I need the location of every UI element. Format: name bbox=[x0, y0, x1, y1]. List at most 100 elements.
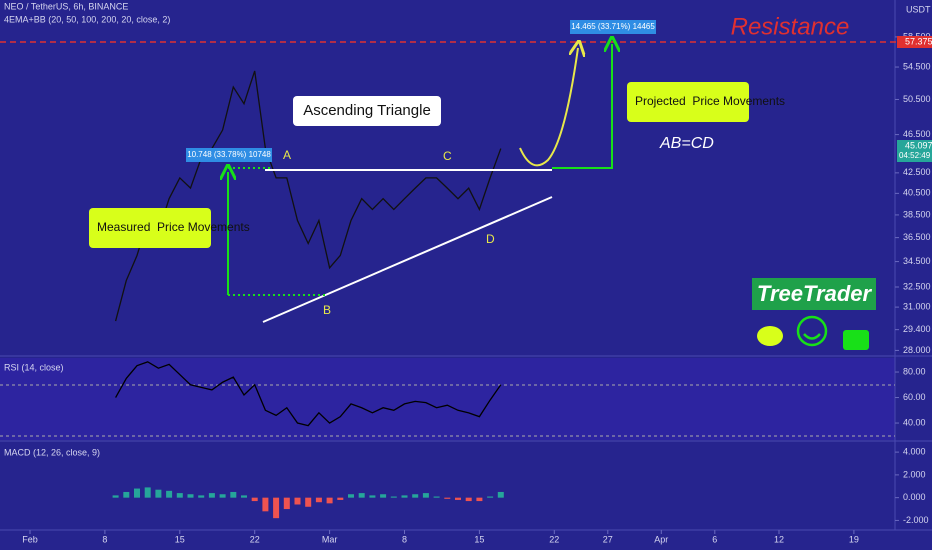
x-tick-label: 22 bbox=[250, 534, 260, 544]
histogram-bar bbox=[348, 494, 354, 498]
price-tag bbox=[897, 36, 932, 48]
histogram-bar bbox=[358, 493, 365, 498]
histogram-bar bbox=[144, 487, 151, 498]
plot: 58.50054.50050.50046.50042.50040.50038.5… bbox=[4, 31, 931, 544]
histogram-bar bbox=[369, 495, 376, 498]
thumb-icon bbox=[843, 330, 869, 350]
x-tick-label: 15 bbox=[175, 534, 185, 544]
histogram-bar bbox=[241, 495, 247, 498]
smile-icon bbox=[796, 315, 828, 347]
symbol: NEO / TetherUS, 6h, BINANCE bbox=[4, 1, 128, 11]
y-tick-label: 28.000 bbox=[903, 345, 931, 355]
pane-title: RSI (14, close) bbox=[4, 362, 64, 372]
y-tick-label: 50.500 bbox=[903, 94, 931, 104]
histogram-bar bbox=[401, 495, 408, 498]
pane-title: MACD (12, 26, close, 9) bbox=[4, 447, 100, 457]
histogram-bar bbox=[390, 496, 397, 498]
y-tick-label: 54.500 bbox=[903, 61, 931, 71]
y-tick-label: 34.500 bbox=[903, 256, 931, 266]
last-price: 45.097 bbox=[905, 140, 932, 150]
x-tick-label: 19 bbox=[849, 534, 859, 544]
histogram-bar bbox=[230, 491, 237, 498]
triangle-callout bbox=[293, 96, 441, 126]
rsi-pane bbox=[0, 358, 895, 440]
histogram-bar bbox=[112, 495, 119, 498]
x-tick-label: 8 bbox=[402, 534, 407, 544]
histogram-bar bbox=[315, 497, 322, 503]
x-tick-label: 15 bbox=[474, 534, 484, 544]
histogram-bar bbox=[176, 493, 183, 498]
brand: TreeTrader bbox=[757, 281, 873, 306]
measured-callout bbox=[89, 208, 211, 248]
y-tick-label: 29.400 bbox=[903, 324, 931, 334]
histogram-bar bbox=[155, 489, 162, 498]
triangle-label: Ascending Triangle bbox=[303, 102, 431, 119]
projected-label: Projected Price Movements bbox=[635, 94, 785, 108]
projected-arrow bbox=[552, 44, 612, 169]
histogram-bar bbox=[422, 493, 429, 498]
point-label: C bbox=[443, 149, 452, 163]
y-tick-label: 40.00 bbox=[903, 417, 926, 427]
y-tick-label: 42.500 bbox=[903, 167, 931, 177]
histogram-bar bbox=[497, 491, 504, 498]
point-label: D bbox=[486, 232, 495, 246]
histogram-bar bbox=[262, 497, 269, 512]
histogram-bar bbox=[487, 496, 494, 498]
histogram-bar bbox=[134, 488, 140, 498]
histogram-bar bbox=[476, 497, 483, 502]
resistance-label: Resistance bbox=[731, 13, 850, 40]
y-tick-label: 46.500 bbox=[903, 129, 931, 139]
histogram-bar bbox=[208, 493, 215, 498]
histogram-bar bbox=[465, 497, 472, 502]
price-line bbox=[115, 361, 502, 427]
y-tick-label: 36.500 bbox=[903, 232, 931, 242]
resistance-price: 57.375 bbox=[905, 36, 932, 46]
histogram-bar bbox=[273, 497, 280, 519]
price-tag bbox=[897, 140, 932, 162]
y-tick-label: 0.000 bbox=[903, 492, 926, 502]
triangle-support bbox=[262, 196, 553, 323]
x-tick-label: 27 bbox=[603, 534, 613, 544]
histogram-bar bbox=[326, 497, 333, 504]
y-tick-label: 31.000 bbox=[903, 301, 931, 311]
y-tick-label: 2.000 bbox=[903, 469, 926, 479]
y-tick-label: 4.000 bbox=[903, 446, 926, 456]
histogram-bar bbox=[455, 497, 461, 500]
currency: USDT bbox=[906, 4, 931, 14]
histogram-bar bbox=[251, 497, 258, 502]
countdown: 04:52:49 bbox=[899, 151, 931, 160]
projected-path bbox=[519, 48, 578, 167]
histogram-bar bbox=[166, 490, 173, 498]
measured-box: 10.748 (33.78%) 10748 bbox=[187, 150, 271, 159]
price-line bbox=[114, 70, 502, 322]
y-tick-label: 32.500 bbox=[903, 281, 931, 291]
y-tick-label: -2.000 bbox=[903, 515, 929, 525]
x-tick-label: 6 bbox=[712, 534, 717, 544]
histogram-bar bbox=[198, 495, 205, 498]
projected-box: 14.465 (33.71%) 14465 bbox=[571, 22, 655, 31]
histogram-bar bbox=[380, 494, 387, 498]
histogram-bar bbox=[219, 494, 226, 498]
indicator: 4EMA+BB (20, 50, 100, 200, 20, close, 2) bbox=[4, 14, 170, 24]
x-tick-label: 22 bbox=[549, 534, 559, 544]
smile-icon bbox=[803, 333, 821, 340]
x-tick-label: Feb bbox=[22, 534, 38, 544]
chat-icon bbox=[757, 326, 783, 346]
measure-box bbox=[186, 148, 272, 162]
measure-box bbox=[570, 20, 656, 34]
x-tick-label: Apr bbox=[654, 534, 668, 544]
x-tick-label: 8 bbox=[102, 534, 107, 544]
histogram-bar bbox=[305, 497, 312, 507]
histogram-bar bbox=[187, 494, 194, 498]
y-tick-label: 60.00 bbox=[903, 392, 926, 402]
x-tick-label: Mar bbox=[322, 534, 338, 544]
histogram-bar bbox=[337, 497, 344, 500]
y-tick-label: 80.00 bbox=[903, 366, 926, 376]
brand-badge bbox=[752, 278, 876, 310]
y-tick-label: 40.500 bbox=[903, 188, 931, 198]
histogram-bar bbox=[444, 497, 451, 499]
abcd-label: AB=CD bbox=[659, 135, 714, 152]
histogram-bar bbox=[294, 497, 301, 505]
